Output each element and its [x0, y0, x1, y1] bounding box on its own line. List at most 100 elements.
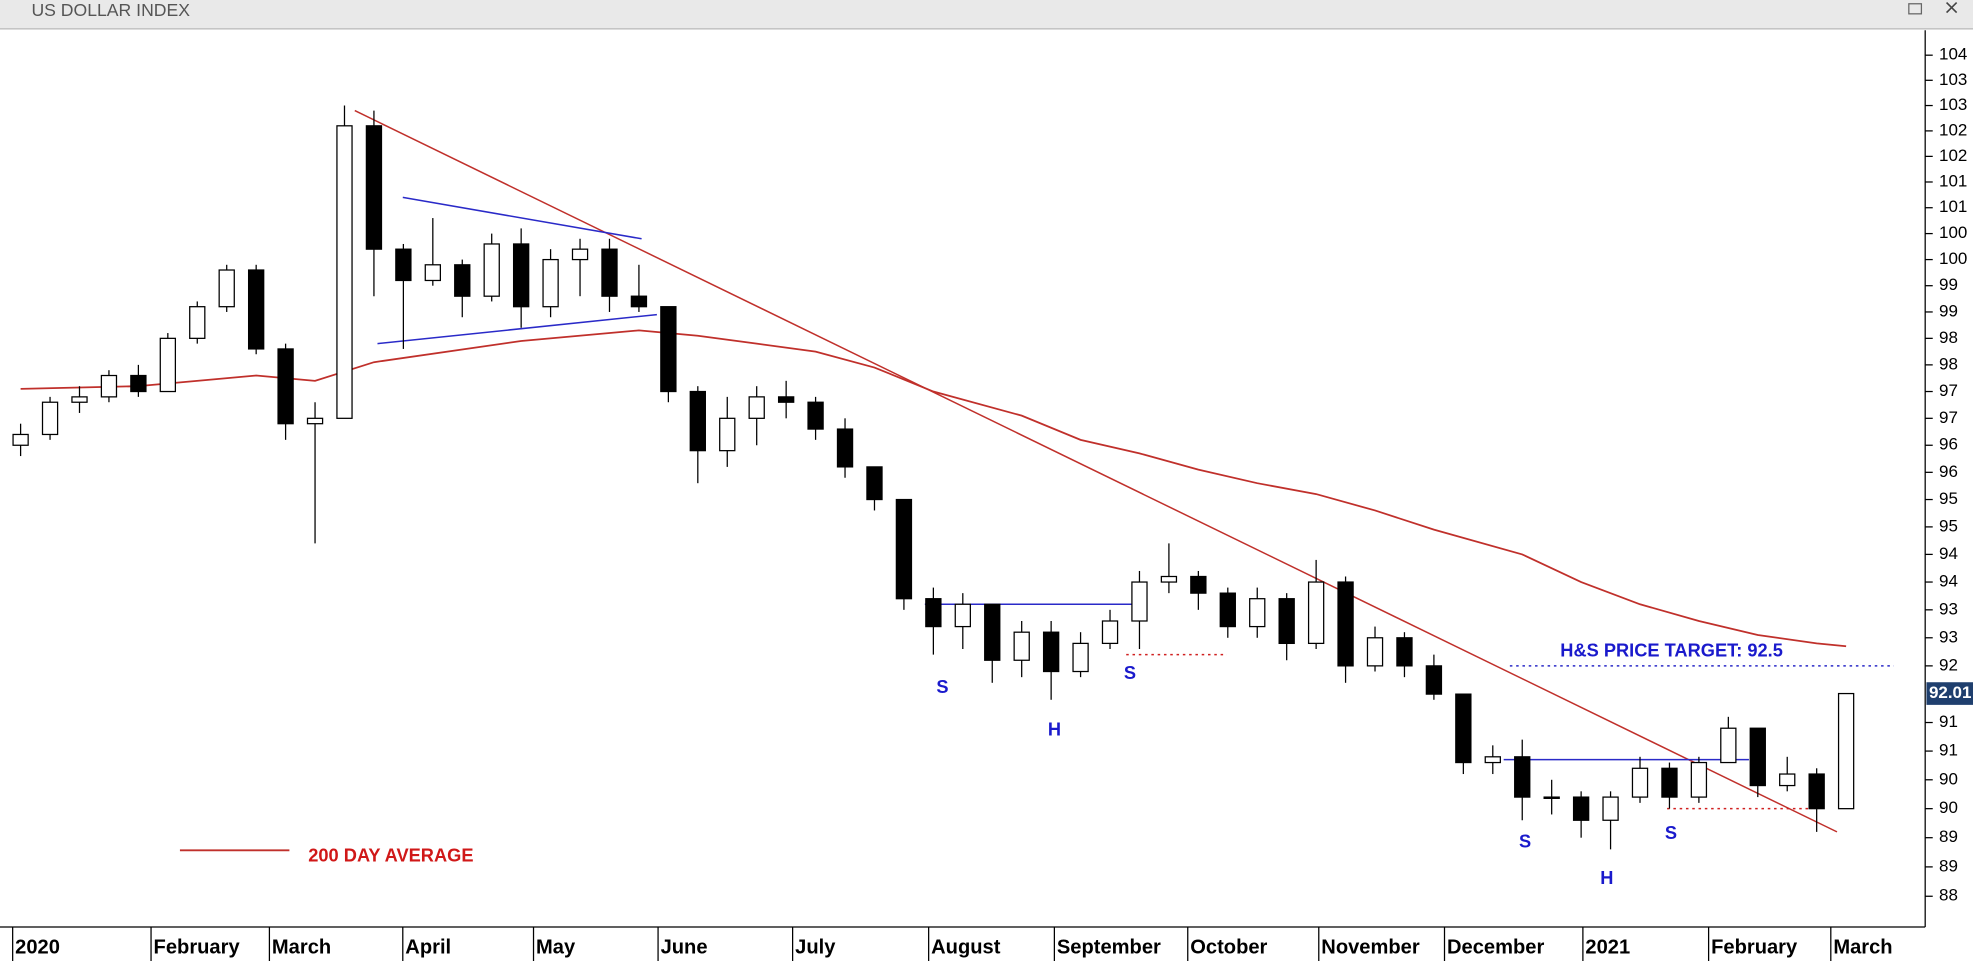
- y-tick-label: 101: [1939, 197, 1967, 216]
- candle-body: [218, 269, 235, 308]
- candle-body: [689, 390, 706, 452]
- candle-body: [424, 264, 442, 282]
- y-tick-label: 95: [1939, 489, 1958, 508]
- trendline: [354, 109, 1838, 833]
- candle-body: [1455, 693, 1472, 764]
- x-tick-label: June: [661, 937, 708, 959]
- y-tick-label: 99: [1939, 275, 1958, 294]
- moving-average-line: [20, 329, 1847, 648]
- candle-body: [1602, 796, 1619, 821]
- candle-body: [601, 248, 618, 297]
- x-tick-label: February: [154, 937, 241, 959]
- candle-body: [1631, 767, 1649, 798]
- candle-body: [719, 417, 736, 452]
- candle-body: [925, 598, 942, 628]
- x-tick-label: November: [1321, 937, 1420, 959]
- candle-body: [1514, 756, 1531, 798]
- candle-body: [660, 306, 677, 393]
- candle-body: [1160, 575, 1178, 583]
- x-tick-label: September: [1057, 937, 1161, 959]
- candle-body: [1837, 692, 1855, 810]
- x-tick-label: March: [1833, 937, 1892, 959]
- candle-body: [1013, 631, 1030, 661]
- candle-body: [1543, 796, 1560, 799]
- close-icon[interactable]: [1945, 1, 1958, 14]
- candle-body: [512, 243, 530, 308]
- y-tick-label: 102: [1939, 120, 1967, 139]
- candle-body: [41, 401, 59, 436]
- x-tick-label: August: [931, 937, 1001, 959]
- y-tick-label: 104: [1939, 45, 1967, 64]
- y-tick-label: 98: [1939, 354, 1958, 373]
- y-tick-label: 100: [1939, 249, 1967, 268]
- legend-label: 200 DAY AVERAGE: [308, 844, 473, 865]
- annotation: S: [1124, 662, 1136, 683]
- candle-body: [189, 306, 206, 339]
- candle-body: [159, 337, 177, 393]
- y-tick-label: 103: [1939, 70, 1967, 89]
- y-tick-label: 94: [1939, 572, 1958, 591]
- candle-body: [1278, 598, 1295, 645]
- candle-body: [1307, 581, 1325, 645]
- candle-body: [1779, 773, 1796, 787]
- candle-body: [1720, 727, 1737, 764]
- candle-body: [365, 125, 383, 250]
- y-tick-label: 91: [1939, 741, 1958, 760]
- candle-body: [1101, 620, 1119, 645]
- candle-body: [1337, 581, 1354, 667]
- candle-body: [1131, 581, 1148, 622]
- annotation: S: [1519, 831, 1531, 852]
- y-tick-label: 97: [1939, 408, 1958, 427]
- candle-body: [954, 603, 971, 628]
- candle-body: [1572, 796, 1590, 821]
- y-tick-label: 98: [1939, 328, 1958, 347]
- trendline: [402, 196, 642, 240]
- candle-body: [1042, 631, 1060, 673]
- candle-body: [454, 264, 471, 297]
- candle-body: [1190, 575, 1207, 594]
- candle-body: [542, 258, 559, 308]
- candle-body: [748, 396, 765, 419]
- y-tick-label: 96: [1939, 435, 1958, 454]
- candle-body: [1661, 767, 1678, 798]
- window-icon[interactable]: [1908, 3, 1923, 15]
- x-tick-label: 2021: [1585, 937, 1630, 959]
- y-tick-label: 100: [1939, 223, 1967, 242]
- candle-body: [984, 603, 1001, 661]
- candle-body: [895, 498, 913, 600]
- y-tick-label: 103: [1939, 95, 1967, 114]
- y-tick-label: 90: [1939, 769, 1958, 788]
- y-tick-label: 90: [1939, 798, 1958, 817]
- trendline: [377, 313, 657, 345]
- candle-body: [571, 248, 589, 261]
- candle-body: [130, 374, 147, 393]
- candle-body: [1690, 761, 1708, 798]
- y-tick-label: 93: [1939, 627, 1958, 646]
- y-tick-label: 101: [1939, 171, 1967, 190]
- candle-body: [100, 374, 118, 398]
- x-tick-label: December: [1447, 937, 1544, 959]
- y-tick-label: 102: [1939, 146, 1967, 165]
- candle-body: [71, 396, 88, 403]
- x-tick-label: 2020: [15, 937, 60, 959]
- candle-body: [247, 269, 265, 350]
- last-price-label: 92.01: [1929, 683, 1971, 702]
- x-tick-label: March: [272, 937, 331, 959]
- candle-body: [1484, 756, 1501, 764]
- candle-body: [306, 417, 324, 425]
- candle-body: [483, 243, 500, 297]
- y-tick-label: 92: [1939, 655, 1958, 674]
- y-tick-label: 89: [1939, 827, 1958, 846]
- candle-body: [1072, 642, 1089, 673]
- candle-body: [866, 466, 883, 501]
- candle-body: [277, 348, 294, 425]
- y-tick-label: 91: [1939, 712, 1958, 731]
- y-tick-label: 96: [1939, 462, 1958, 481]
- candle-body: [1396, 637, 1413, 667]
- x-tick-label: February: [1711, 937, 1798, 959]
- annotation: H: [1600, 867, 1613, 888]
- candle-body: [12, 433, 29, 446]
- annotation: H&S PRICE TARGET: 92.5: [1560, 639, 1783, 660]
- chart-title: US DOLLAR INDEX: [31, 0, 190, 20]
